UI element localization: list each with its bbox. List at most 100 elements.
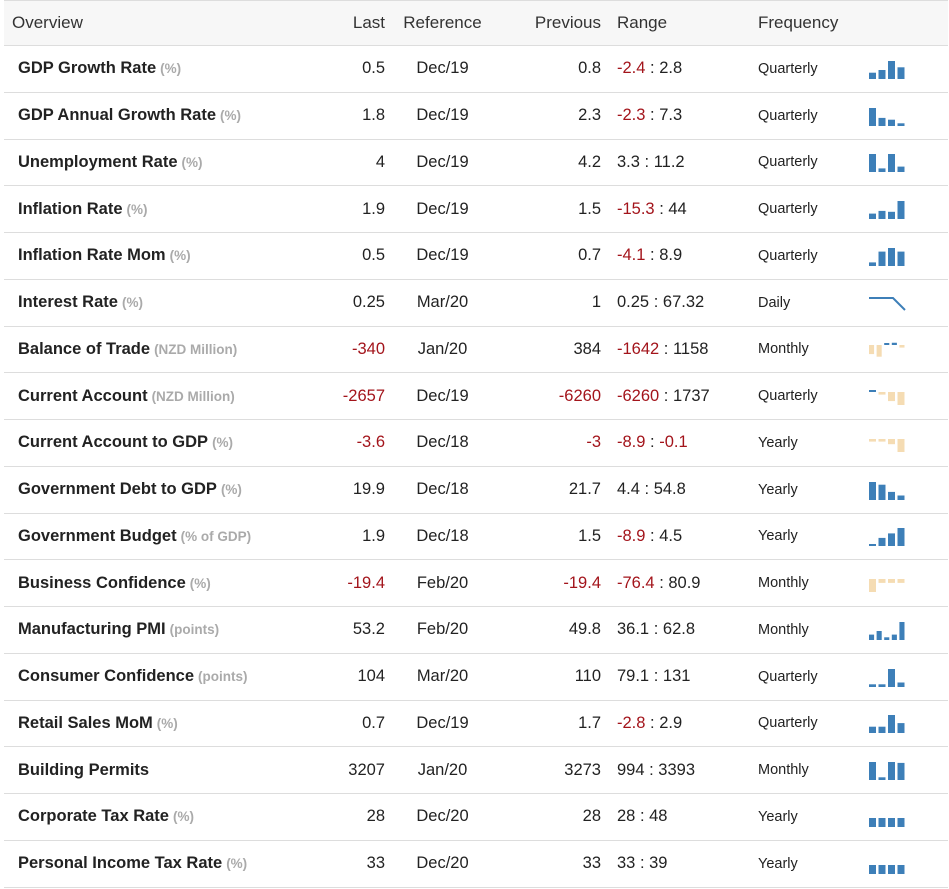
indicator-cell[interactable]: Interest Rate (%) xyxy=(4,279,304,327)
sparkline-chart[interactable] xyxy=(868,807,906,827)
table-row[interactable]: Corporate Tax Rate (%) 28 Dec/20 28 28 : 48 Ye… xyxy=(4,793,948,841)
indicator-cell[interactable]: Unemployment Rate (%) xyxy=(4,139,304,187)
indicator-cell[interactable]: Current Account (NZD Million) xyxy=(4,372,304,420)
indicator-cell[interactable]: GDP Annual Growth Rate (%) xyxy=(4,92,304,140)
sparkline-cell[interactable] xyxy=(860,793,948,841)
sparkline-cell[interactable] xyxy=(860,746,948,794)
indicator-name[interactable]: Manufacturing PMI xyxy=(18,620,166,639)
indicator-cell[interactable]: Inflation Rate (%) xyxy=(4,185,304,233)
indicator-cell[interactable]: Manufacturing PMI (points) xyxy=(4,606,304,654)
header-range[interactable]: Range xyxy=(601,0,748,46)
table-row[interactable]: GDP Annual Growth Rate (%) 1.8 Dec/19 2.3 -2.… xyxy=(4,92,948,140)
indicator-name[interactable]: Current Account xyxy=(18,386,148,405)
header-last[interactable]: Last xyxy=(304,0,385,46)
table-row[interactable]: Unemployment Rate (%) 4 Dec/19 4.2 3.3 : 11.2… xyxy=(4,139,948,187)
table-row[interactable]: Manufacturing PMI (points) 53.2 Feb/20 49.8 3… xyxy=(4,606,948,654)
sparkline-chart[interactable] xyxy=(868,573,906,593)
indicator-cell[interactable]: Inflation Rate Mom (%) xyxy=(4,232,304,280)
sparkline-chart[interactable] xyxy=(868,152,906,173)
table-row[interactable]: Government Budget (% of GDP) 1.9 Dec/18 1.5-… xyxy=(4,513,948,561)
table-row[interactable]: Personal Income Tax Rate (%) 33 Dec/20 33 33 … xyxy=(4,840,948,888)
sparkline-cell[interactable] xyxy=(860,92,948,140)
sparkline-cell[interactable] xyxy=(860,232,948,280)
sparkline-bar xyxy=(869,579,876,593)
sparkline-cell[interactable] xyxy=(860,559,948,607)
indicator-name[interactable]: Government Budget xyxy=(18,526,177,545)
indicator-name[interactable]: Business Confidence xyxy=(18,573,186,592)
sparkline-chart[interactable] xyxy=(868,106,906,126)
sparkline-cell[interactable] xyxy=(860,185,948,233)
sparkline-chart[interactable] xyxy=(868,199,906,220)
sparkline-chart[interactable] xyxy=(868,386,906,406)
table-row[interactable]: Interest Rate (%) 0.25 Mar/20 1 0.25 : 67.32 D… xyxy=(4,279,948,327)
indicator-name[interactable]: GDP Growth Rate xyxy=(18,59,157,78)
indicator-name[interactable]: Retail Sales MoM xyxy=(18,713,153,732)
table-row[interactable]: Balance of Trade (NZD Million) -340 Jan/20 3… xyxy=(4,326,948,374)
indicator-name[interactable]: Building Permits xyxy=(18,760,150,779)
sparkline-chart[interactable] xyxy=(868,620,906,640)
sparkline-cell[interactable] xyxy=(860,606,948,654)
indicator-cell[interactable]: GDP Growth Rate (%) xyxy=(4,45,304,93)
table-row[interactable]: Business Confidence (%) -19.4 Feb/20 -19.4 -7… xyxy=(4,559,948,607)
sparkline-cell[interactable] xyxy=(860,139,948,187)
table-row[interactable]: GDP Growth Rate (%) 0.5 Dec/19 0.8 -2.4 : 2.8… xyxy=(4,45,948,93)
indicator-name[interactable]: Personal Income Tax Rate xyxy=(18,854,223,873)
sparkline-chart[interactable] xyxy=(868,760,906,781)
sparkline-cell[interactable] xyxy=(860,279,948,327)
indicator-cell[interactable]: Government Budget (% of GDP) xyxy=(4,513,304,561)
sparkline-chart[interactable] xyxy=(868,433,906,453)
header-overview[interactable]: Overview xyxy=(4,0,304,46)
sparkline-cell[interactable] xyxy=(860,840,948,888)
sparkline-chart[interactable] xyxy=(868,480,906,500)
sparkline-cell[interactable] xyxy=(860,419,948,467)
indicator-cell[interactable]: Balance of Trade (NZD Million) xyxy=(4,326,304,374)
sparkline-cell[interactable] xyxy=(860,372,948,420)
sparkline-chart[interactable] xyxy=(868,713,906,734)
indicator-name[interactable]: Corporate Tax Rate xyxy=(18,807,169,826)
indicator-name[interactable]: Current Account to GDP xyxy=(18,433,209,452)
sparkline-cell[interactable] xyxy=(860,513,948,561)
indicator-cell[interactable]: Corporate Tax Rate (%) xyxy=(4,793,304,841)
sparkline-chart[interactable] xyxy=(868,293,906,313)
table-row[interactable]: Current Account to GDP (%) -3.6 Dec/18 -3 -8.… xyxy=(4,419,948,467)
indicator-name[interactable]: Inflation Rate Mom xyxy=(18,246,166,265)
indicator-cell[interactable]: Consumer Confidence (points) xyxy=(4,653,304,701)
indicator-cell[interactable]: Personal Income Tax Rate (%) xyxy=(4,840,304,888)
indicator-name[interactable]: Government Debt to GDP xyxy=(18,480,217,499)
indicator-name[interactable]: Consumer Confidence xyxy=(18,667,195,686)
sparkline-cell[interactable] xyxy=(860,45,948,93)
indicator-name[interactable]: GDP Annual Growth Rate xyxy=(18,106,217,125)
indicator-cell[interactable]: Current Account to GDP (%) xyxy=(4,419,304,467)
indicator-name[interactable]: Unemployment Rate xyxy=(18,152,178,171)
table-row[interactable]: Current Account (NZD Million) -2657 Dec/19-… xyxy=(4,372,948,420)
sparkline-cell[interactable] xyxy=(860,700,948,748)
range-high: 1158 xyxy=(672,339,709,358)
table-row[interactable]: Inflation Rate (%) 1.9 Dec/19 1.5 -15.3 : 44 Q… xyxy=(4,185,948,233)
table-row[interactable]: Government Debt to GDP (%) 19.9 Dec/18 21.7 4… xyxy=(4,466,948,514)
header-reference[interactable]: Reference xyxy=(385,0,500,46)
sparkline-cell[interactable] xyxy=(860,466,948,514)
sparkline-cell[interactable] xyxy=(860,326,948,374)
indicator-cell[interactable]: Government Debt to GDP (%) xyxy=(4,466,304,514)
sparkline-chart[interactable] xyxy=(868,667,906,687)
sparkline-chart[interactable] xyxy=(868,339,906,359)
indicator-cell[interactable]: Retail Sales MoM (%) xyxy=(4,700,304,748)
sparkline-cell[interactable] xyxy=(860,653,948,701)
indicator-name[interactable]: Interest Rate xyxy=(18,293,118,312)
table-row[interactable]: Retail Sales MoM (%) 0.7 Dec/19 1.7 -2.8 : 2.… xyxy=(4,700,948,748)
table-row[interactable]: Building Permits 3207 Jan/20 3273 994 : 3393… xyxy=(4,746,948,794)
table-row[interactable]: Inflation Rate Mom (%) 0.5 Dec/19 0.7 -4.1 : … xyxy=(4,232,948,280)
sparkline-chart[interactable] xyxy=(868,246,906,266)
indicator-cell[interactable]: Building Permits xyxy=(4,746,304,794)
header-previous[interactable]: Previous xyxy=(500,0,601,46)
indicator-name[interactable]: Inflation Rate xyxy=(18,199,123,218)
indicator-name[interactable]: Balance of Trade xyxy=(18,339,151,358)
table-row[interactable]: Consumer Confidence (points) 104 Mar/20 110 7… xyxy=(4,653,948,701)
indicator-cell[interactable]: Business Confidence (%) xyxy=(4,559,304,607)
reference-value: Mar/20 xyxy=(385,279,500,327)
sparkline-chart[interactable] xyxy=(868,854,906,874)
sparkline-chart[interactable] xyxy=(868,59,906,79)
last-value: -3.6 xyxy=(304,419,385,467)
header-frequency[interactable]: Frequency xyxy=(748,0,860,46)
sparkline-chart[interactable] xyxy=(868,526,906,547)
